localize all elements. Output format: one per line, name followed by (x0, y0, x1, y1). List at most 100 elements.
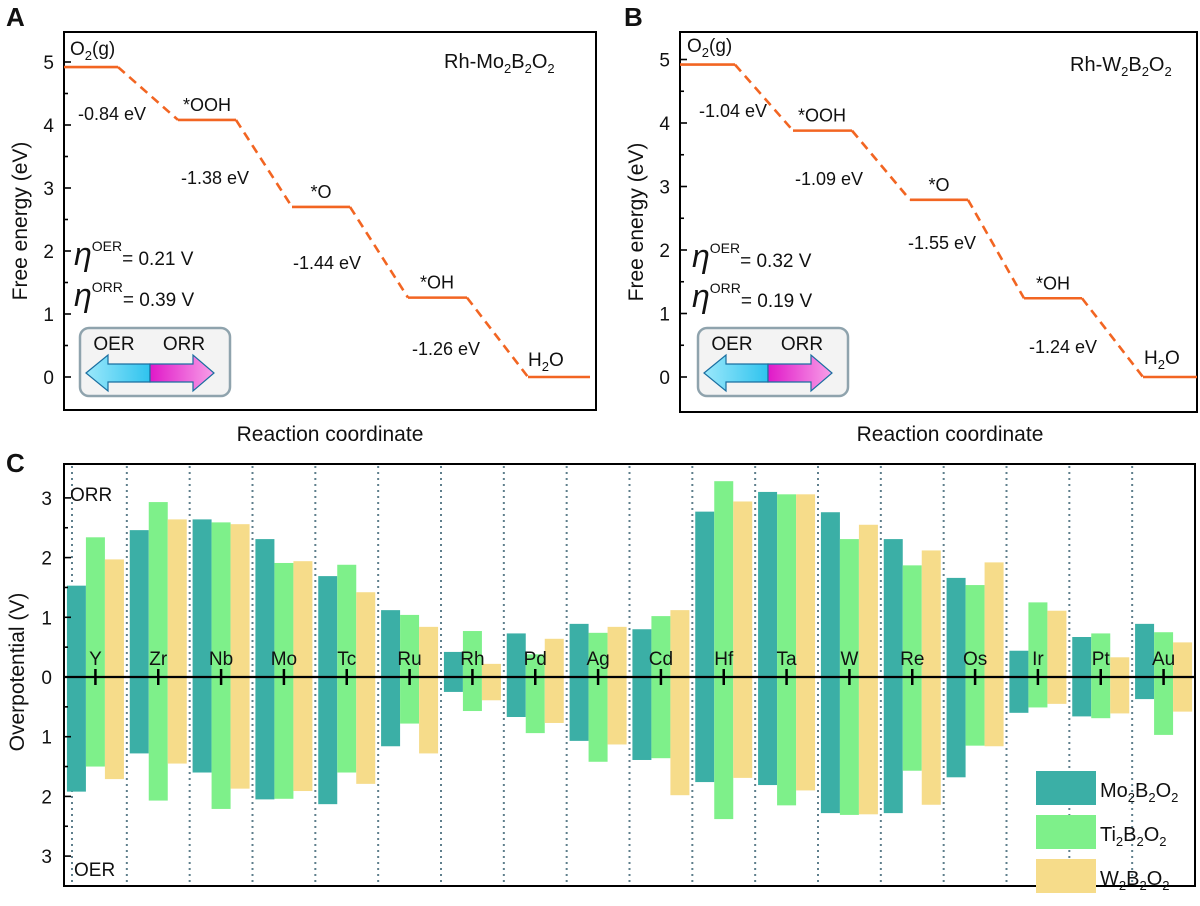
panel-a-xlabel: Reaction coordinate (237, 423, 424, 446)
panel-a-ylabel: Free energy (eV) (9, 142, 32, 301)
panel-b-xlabel: Reaction coordinate (857, 423, 1044, 446)
bar-orr-os-0 (946, 577, 966, 677)
bar-orr-rh-2 (481, 663, 501, 677)
bar-orr-mo-1 (274, 562, 294, 677)
bar-oer-tc-1 (337, 677, 357, 773)
panel-a-energy-diagram: *OOH *O *OH -0.84 eV -1.38 eV -1.44 eV -1.26 e… (64, 65, 590, 379)
panel-b-energy-diagram: *OOH *O *OH -1.04 eV -1.09 eV -1.55 eV -1.24 e… (680, 63, 1197, 379)
legend-swatch-ti (1036, 815, 1096, 849)
y-tick-label: 1 (41, 608, 52, 629)
panel-b-label: B (624, 2, 643, 32)
bar-oer-zr-1 (148, 677, 168, 801)
step-label: -1.38 eV (181, 168, 249, 188)
panel-c-frame (63, 463, 1196, 887)
panel-c-ylabel: Overpotential (V) (6, 593, 29, 752)
panel-b-h2o-label: H2O (1144, 348, 1180, 372)
bar-oer-hf-0 (695, 677, 715, 783)
bar-orr-hf-2 (733, 501, 753, 677)
bar-oer-rh-1 (462, 677, 482, 712)
bar-oer-ru-2 (419, 677, 439, 754)
bar-orr-pd-1 (525, 654, 545, 677)
bar-oer-ru-1 (400, 677, 420, 724)
panel-b-o2-label: O2(g) (687, 36, 732, 60)
category-label: Ag (586, 649, 609, 670)
panel-c-oer-tag: OER (74, 860, 115, 881)
panel-c-category-labels: Y Zr Nb Mo Tc Ru Rh Pd Ag Cd Hf Ta W Re Os Ir Pt Au (89, 649, 1175, 670)
bar-oer-mo-0 (255, 677, 275, 800)
bar-orr-os-2 (984, 562, 1004, 677)
bar-oer-zr-0 (129, 677, 149, 754)
bar-orr-rh-1 (462, 631, 482, 677)
energy-step-connector (348, 206, 410, 299)
bar-orr-y-0 (66, 585, 86, 677)
bar-orr-cd-2 (670, 610, 690, 677)
panel-c: C Y Zr Nb Mo Tc Ru Rh Pd Ag Cd Hf Ta W Re Os Ir Pt Au 3 2 1… (6, 448, 1196, 893)
bar-orr-tc-2 (356, 592, 376, 677)
category-label: Pd (524, 649, 547, 670)
panel-a-frame (63, 31, 597, 411)
energy-step-connector (1080, 297, 1145, 378)
category-label: Au (1152, 649, 1175, 670)
bar-orr-cd-1 (651, 616, 671, 677)
arrow-oer-text: OER (93, 334, 134, 355)
y-tick-label: 1 (659, 305, 670, 326)
y-tick-label: 3 (41, 847, 52, 868)
bar-oer-y-1 (85, 677, 105, 767)
bar-orr-au-1 (1154, 632, 1174, 677)
energy-step-connector (234, 119, 294, 208)
bar-orr-w-2 (858, 524, 878, 677)
legend-swatch-mo (1036, 771, 1096, 805)
bar-oer-pt-1 (1091, 677, 1111, 719)
y-tick-label: 2 (659, 241, 670, 262)
bar-orr-pd-2 (544, 638, 564, 677)
panel-a-eta-orr: ηORR= 0.39 V (74, 277, 195, 313)
legend-label-w: W2B2O2 (1100, 868, 1170, 893)
y-tick-label: 3 (659, 178, 670, 199)
panel-b-title: Rh-W2B2O2 (1070, 54, 1172, 79)
panel-a-o2-label: O2(g) (70, 39, 115, 63)
bar-oer-ta-2 (796, 677, 816, 791)
category-label: Re (900, 649, 924, 670)
step-label: -1.09 eV (795, 169, 863, 189)
energy-step-connector (966, 199, 1026, 299)
bar-oer-w-0 (820, 677, 840, 814)
panel-a-label: A (6, 2, 25, 32)
bar-oer-pt-2 (1110, 677, 1130, 714)
bar-oer-os-0 (946, 677, 966, 778)
bar-oer-y-2 (104, 677, 124, 780)
bar-oer-mo-2 (293, 677, 313, 792)
y-tick-label: 0 (659, 368, 670, 389)
bar-orr-os-1 (965, 585, 985, 677)
bar-oer-rh-2 (481, 677, 501, 701)
y-tick-label: 2 (41, 549, 52, 570)
bar-oer-nb-0 (192, 677, 212, 773)
panel-a-oer-orr-arrow: OER ORR (78, 326, 232, 398)
bar-oer-tc-0 (318, 677, 338, 805)
panel-b-eta-orr: ηORR= 0.19 V (692, 278, 813, 314)
bar-orr-ir-0 (1009, 650, 1029, 677)
bar-orr-nb-2 (230, 524, 250, 677)
category-label: Cd (649, 649, 673, 670)
bar-oer-pd-1 (525, 677, 545, 734)
bar-oer-ir-1 (1028, 677, 1048, 708)
bar-oer-tc-2 (356, 677, 376, 784)
energy-step-connector (117, 66, 179, 121)
category-label: Nb (209, 649, 233, 670)
bar-orr-y-1 (85, 537, 105, 677)
bar-orr-zr-2 (167, 519, 187, 677)
y-tick-label: 1 (43, 305, 54, 326)
category-label: Mo (271, 649, 297, 670)
bar-orr-nb-1 (211, 522, 231, 677)
category-label: Ru (397, 649, 421, 670)
bar-oer-cd-0 (632, 677, 652, 760)
bar-orr-ru-2 (419, 626, 439, 677)
state-label: *OOH (798, 106, 846, 126)
bar-orr-ta-1 (777, 494, 797, 677)
panel-b-oer-orr-arrow: OER ORR (696, 326, 850, 398)
bar-orr-re-2 (921, 550, 941, 677)
y-tick-label: 1 (41, 728, 52, 749)
bar-orr-pt-1 (1091, 633, 1111, 677)
category-label: W (840, 649, 858, 670)
bar-orr-hf-0 (695, 511, 715, 677)
panel-b-eta-oer: ηOER= 0.32 V (692, 238, 812, 274)
